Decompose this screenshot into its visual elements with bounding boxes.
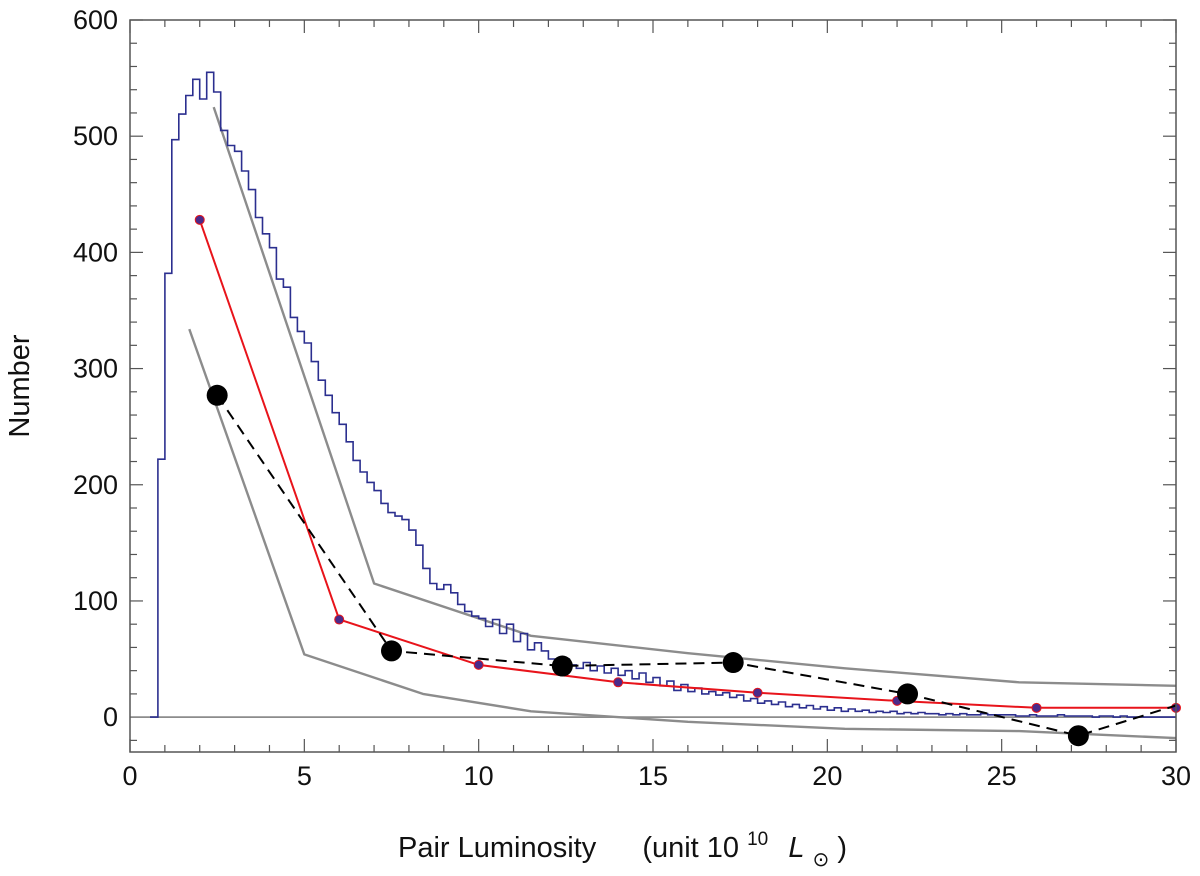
model-point	[752, 687, 763, 698]
observed-point	[1067, 725, 1089, 747]
x-tick-label: 0	[122, 761, 137, 791]
lower-bound-line	[188, 328, 1177, 740]
observed-point	[381, 640, 402, 662]
observed-point	[722, 652, 744, 674]
observed-point	[551, 655, 573, 677]
x-tick-label: 30	[1161, 761, 1191, 791]
y-tick-label: 0	[103, 702, 118, 732]
observed-point	[206, 384, 228, 406]
x-axis-label-unit: (unit 10	[642, 832, 739, 864]
y-tick-label: 200	[73, 470, 118, 500]
x-axis-label: Pair Luminosity (unit 10 10 L ⊙ )	[398, 820, 847, 873]
model-point	[194, 214, 205, 225]
y-axis-label: Number	[4, 334, 36, 437]
x-axis-label-symbol: L	[788, 832, 804, 864]
x-tick-label: 5	[297, 761, 312, 791]
plot-background	[130, 20, 1176, 752]
y-tick-label: 300	[73, 354, 118, 384]
x-tick-label: 15	[638, 761, 668, 791]
upper-bound-line	[212, 106, 1177, 687]
observed-point	[897, 683, 919, 705]
x-axis-label-close: )	[837, 832, 847, 864]
x-tick-label: 25	[987, 761, 1017, 791]
histogram-line	[150, 71, 1176, 718]
model-line	[198, 219, 1176, 709]
x-tick-label: 20	[812, 761, 842, 791]
x-axis-label-main: Pair Luminosity	[398, 832, 597, 864]
model-point	[1031, 702, 1042, 713]
model-point	[613, 677, 624, 688]
y-tick-label: 100	[73, 586, 118, 616]
y-tick-label: 400	[73, 237, 118, 267]
x-axis-label-exponent: 10	[747, 829, 768, 850]
y-tick-label: 600	[73, 5, 118, 35]
model-point	[473, 659, 484, 670]
model-point	[334, 614, 345, 625]
x-axis-label-sun: ⊙	[813, 849, 830, 871]
series-layer	[150, 71, 1181, 747]
y-tick-label: 500	[73, 121, 118, 151]
x-tick-label: 10	[464, 761, 494, 791]
plot-frame	[129, 19, 1177, 753]
